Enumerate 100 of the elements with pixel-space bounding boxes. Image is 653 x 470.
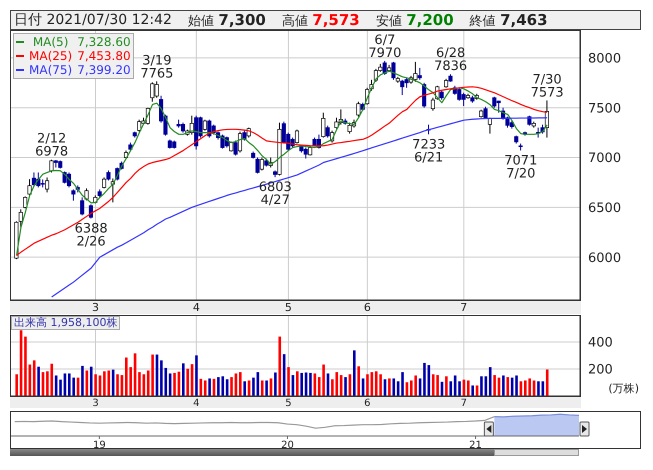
bar <box>260 380 264 396</box>
y-tick-label: 400 <box>588 336 613 351</box>
bar <box>449 381 452 396</box>
bar <box>42 372 44 396</box>
candlestick <box>413 61 418 82</box>
y-axis-title: (万株) <box>608 381 639 396</box>
candlestick <box>418 67 422 80</box>
candlestick <box>400 79 404 96</box>
bar <box>282 354 286 396</box>
bar <box>314 373 316 396</box>
bar <box>37 366 40 396</box>
x-tick-label: 3 <box>92 398 99 410</box>
bar <box>86 370 88 396</box>
candlestick <box>304 147 308 160</box>
bar <box>353 350 356 396</box>
bar <box>32 360 36 396</box>
bar <box>318 377 321 396</box>
y-tick-label: 8000 <box>588 52 622 67</box>
bar <box>515 375 518 396</box>
bar <box>107 370 110 396</box>
chart-title: 出来高 1,958,100株 <box>11 316 120 330</box>
bar <box>182 363 185 396</box>
bar <box>248 380 250 396</box>
bar <box>156 354 158 396</box>
bar <box>384 379 386 396</box>
bar <box>498 378 500 396</box>
legend-label: MA(5) 7,328.60 <box>32 35 131 49</box>
bar <box>278 336 282 396</box>
bar <box>116 374 119 396</box>
annotation: 2/12 6978 <box>35 132 68 160</box>
annotation: 7/30 7573 <box>530 72 564 100</box>
bar <box>265 380 268 396</box>
bar <box>146 370 150 396</box>
candlestick <box>430 97 435 112</box>
bar <box>374 371 378 396</box>
chart-title: 日付 2021/07/30 12:42 <box>14 11 172 29</box>
annotation: 6/7 7970 <box>368 32 402 61</box>
candlestick <box>356 101 360 118</box>
candlestick <box>255 157 260 174</box>
candlestick <box>49 159 54 173</box>
bar <box>212 378 216 396</box>
x-tick-label: 6 <box>364 300 371 314</box>
bar <box>392 378 396 396</box>
candlestick <box>308 145 312 156</box>
legend-label: MA(25) 7,453.80 <box>29 49 131 63</box>
bar <box>200 378 202 396</box>
candlestick <box>180 122 186 134</box>
bar <box>344 377 347 396</box>
x-tick-label: 20 <box>281 440 294 452</box>
x-tick-label: 7 <box>460 300 468 314</box>
candlestick <box>496 100 501 114</box>
candlestick <box>348 122 352 134</box>
bar <box>532 380 536 396</box>
bar <box>50 364 54 396</box>
bar <box>506 377 510 396</box>
bar <box>440 382 444 396</box>
annotation: 6/28 7836 <box>434 46 468 74</box>
text: 高値 7,573 <box>282 10 360 28</box>
candlestick <box>234 140 238 156</box>
y-tick-label: 6000 <box>588 250 622 266</box>
bar <box>226 379 228 396</box>
bar <box>423 362 426 396</box>
bar <box>173 372 176 396</box>
bar <box>72 378 75 396</box>
annotation: 7071 7/20 <box>504 153 538 182</box>
legend-label: MA(75) 7,399.20 <box>29 63 131 77</box>
bar <box>208 378 211 396</box>
bar <box>537 381 540 396</box>
bar <box>221 376 224 396</box>
bar <box>287 367 290 396</box>
bar <box>76 378 80 396</box>
x-tick-label: 3 <box>92 300 99 314</box>
bar <box>112 370 114 396</box>
bar <box>362 378 364 396</box>
candlestick <box>190 115 194 136</box>
bar <box>462 380 466 396</box>
bar <box>164 368 168 396</box>
candlestick <box>137 119 142 132</box>
annotation: 7233 6/21 <box>412 137 446 166</box>
candlestick <box>326 125 330 138</box>
candlestick <box>80 196 84 216</box>
bar <box>520 381 522 396</box>
bar <box>125 358 128 396</box>
bar <box>546 370 549 396</box>
candlestick <box>18 208 23 228</box>
bar <box>151 354 154 396</box>
bar <box>186 368 189 396</box>
bar <box>326 373 330 396</box>
annotation: 6388 2/26 <box>74 222 108 250</box>
bar <box>322 364 325 396</box>
bar <box>331 379 334 396</box>
bar <box>168 373 172 396</box>
bar <box>414 375 417 396</box>
bar <box>432 374 435 396</box>
bar <box>366 374 369 396</box>
text: 終値 7,463 <box>470 10 548 28</box>
x-tick-label: 7 <box>460 398 467 410</box>
x-tick-label: 5 <box>284 300 292 314</box>
bar <box>190 364 194 396</box>
bar <box>488 367 492 396</box>
